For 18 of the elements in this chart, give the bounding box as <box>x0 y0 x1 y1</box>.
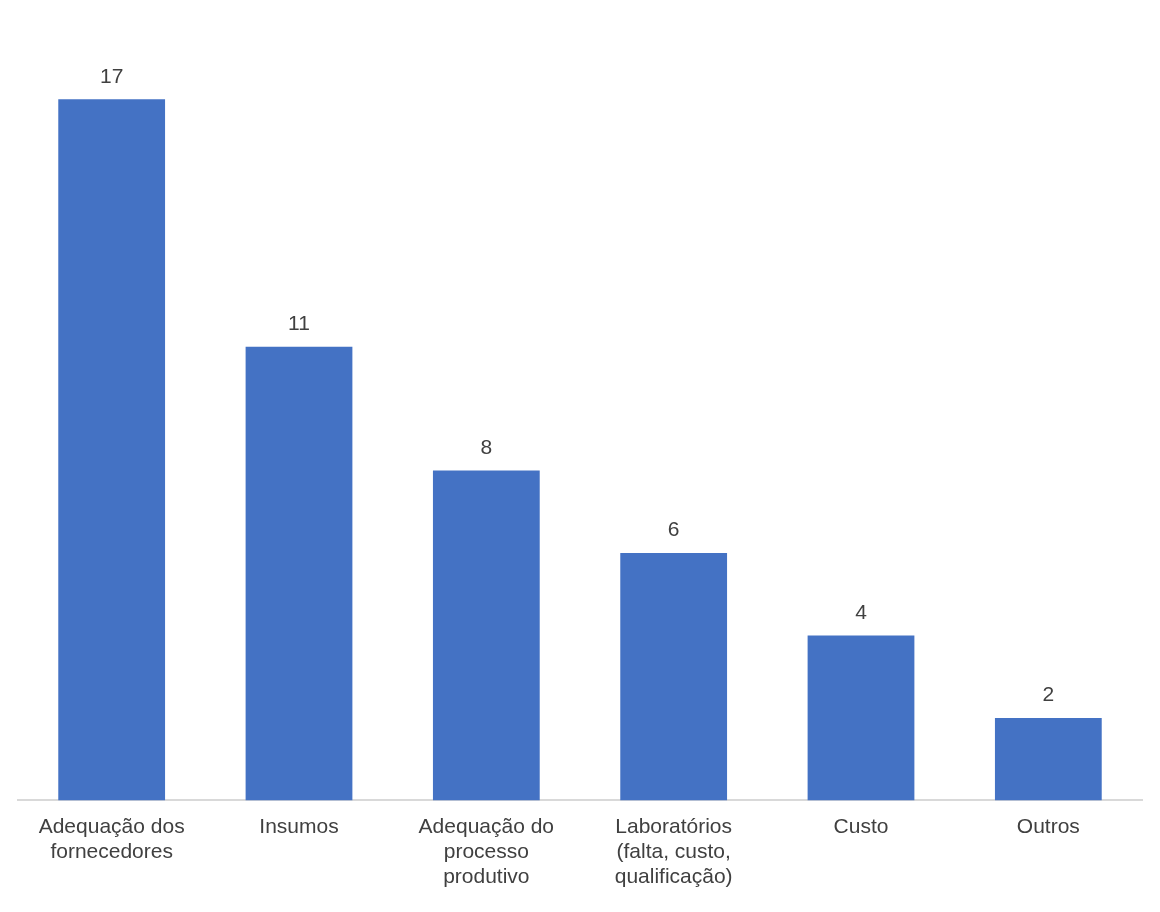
x-tick-label: Insumos <box>259 813 339 837</box>
data-label: 11 <box>288 311 310 335</box>
data-label: 4 <box>855 599 868 623</box>
bar <box>807 635 915 801</box>
bar <box>432 470 540 801</box>
data-label: 8 <box>480 434 493 458</box>
bar <box>994 717 1102 801</box>
x-tick-label: Laboratórios (falta, custo, qualificação) <box>614 813 733 888</box>
x-tick-label: Adequação do processo produtivo <box>418 813 555 888</box>
bar <box>620 552 728 801</box>
bar <box>245 346 353 801</box>
data-label: 6 <box>667 517 680 541</box>
x-tick-label: Adequação dos fornecedores <box>38 813 185 862</box>
x-tick-label: Outros <box>1016 813 1080 837</box>
data-label: 17 <box>99 63 124 87</box>
bar <box>58 99 166 801</box>
data-label: 2 <box>1042 682 1055 706</box>
x-tick-label: Custo <box>833 813 889 837</box>
